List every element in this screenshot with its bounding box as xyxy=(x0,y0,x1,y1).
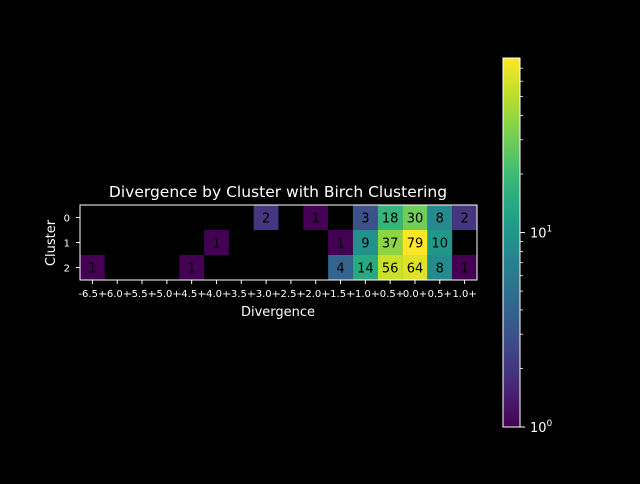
heatmap-cells: 2 1 3 18 30 8 21 1 9 37 79 101 1 4 14 56 64 8 1 xyxy=(80,205,477,280)
cell-label: 37 xyxy=(382,237,399,252)
colorbar-tick-label: 101 xyxy=(530,225,552,242)
x-tick-label: 1.0+ xyxy=(452,289,476,300)
colorbar: 100 101 xyxy=(502,57,553,436)
heatmap-cell xyxy=(352,255,378,280)
x-tick-label: 0.0+ xyxy=(403,289,427,300)
cell-label: 1 xyxy=(336,237,344,252)
x-tick-label: -4.5+ xyxy=(178,289,206,300)
cell-label: 64 xyxy=(407,262,424,277)
cell-label: 9 xyxy=(361,237,369,252)
y-tick-label: 0 xyxy=(64,214,70,225)
heatmap-cell xyxy=(253,205,279,230)
heatmap-cell xyxy=(204,230,229,255)
heatmap-cell xyxy=(328,230,353,255)
heatmap-cell xyxy=(377,230,403,255)
x-tick-label: -3.5+ xyxy=(227,289,255,300)
x-axis-ticks: -6.5+-6.0+-5.5+-5.0+-4.5+-4.0+-3.5+-3.0+… xyxy=(78,280,477,300)
x-tick-label: -6.0+ xyxy=(103,289,131,300)
x-tick-label: -2.5+ xyxy=(277,289,305,300)
heatmap-cell xyxy=(427,255,453,280)
heatmap-cell xyxy=(377,205,403,230)
cell-label: 1 xyxy=(460,262,468,277)
colorbar-gradient xyxy=(502,57,521,428)
cell-label: 14 xyxy=(357,262,374,277)
heatmap-cell xyxy=(352,205,378,230)
heatmap-cell xyxy=(402,205,428,230)
x-tick-label: 0.5+ xyxy=(428,289,452,300)
cell-label: 18 xyxy=(382,212,399,227)
cell-label: 79 xyxy=(407,237,424,252)
cell-label: 8 xyxy=(436,212,444,227)
cell-label: 56 xyxy=(382,262,399,277)
x-tick-label: -4.0+ xyxy=(203,289,231,300)
x-tick-label: -0.5+ xyxy=(376,289,404,300)
y-axis-label: Cluster xyxy=(44,219,59,266)
heatmap-cell xyxy=(427,230,453,255)
heatmap-cell xyxy=(402,230,428,255)
cell-label: 1 xyxy=(312,212,320,227)
heatmap-cell xyxy=(80,255,105,280)
x-tick-label: -1.5+ xyxy=(327,289,355,300)
cell-label: 10 xyxy=(432,237,449,252)
heatmap-cell xyxy=(402,255,428,280)
heatmap-cell xyxy=(452,255,477,280)
colorbar-tick-label: 100 xyxy=(530,419,553,436)
x-tick-label: -3.0+ xyxy=(252,289,280,300)
heatmap-cell xyxy=(427,205,453,230)
cell-label: 3 xyxy=(361,212,369,227)
cell-label: 4 xyxy=(336,262,344,277)
chart-title: Divergence by Cluster with Birch Cluster… xyxy=(109,183,447,201)
heatmap-cell xyxy=(452,205,477,230)
cell-label: 1 xyxy=(188,262,196,277)
y-tick-label: 1 xyxy=(64,239,70,250)
heatmap-cell xyxy=(328,255,353,280)
heatmap-cell xyxy=(352,230,378,255)
cell-label: 2 xyxy=(262,212,270,227)
x-tick-label: -5.5+ xyxy=(128,289,156,300)
cell-label: 1 xyxy=(212,237,220,252)
cell-label: 2 xyxy=(460,212,468,227)
cell-label: 8 xyxy=(436,262,444,277)
cell-label: 30 xyxy=(407,212,424,227)
heatmap-cell xyxy=(179,255,205,280)
x-tick-label: -1.0+ xyxy=(351,289,379,300)
y-axis-ticks: 0 1 2 xyxy=(64,214,80,275)
heatmap-cell xyxy=(303,205,329,230)
y-tick-label: 2 xyxy=(64,264,70,275)
x-tick-label: -6.5+ xyxy=(78,289,106,300)
heatmap-cell xyxy=(377,255,403,280)
x-tick-label: -2.0+ xyxy=(302,289,330,300)
x-tick-label: -5.0+ xyxy=(153,289,181,300)
cell-label: 1 xyxy=(88,262,96,277)
x-axis-label: Divergence xyxy=(241,305,315,320)
